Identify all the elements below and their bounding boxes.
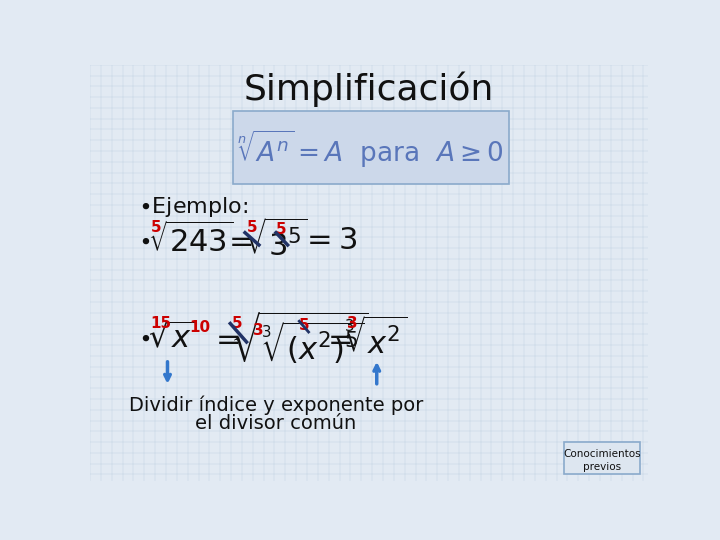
Text: Simplificación: Simplificación bbox=[244, 72, 494, 107]
Text: 15: 15 bbox=[150, 316, 171, 331]
Text: $\mathit{\sqrt[n]{A^n} = A}$  para  $\mathit{A \geq 0}$: $\mathit{\sqrt[n]{A^n} = A}$ para $\math… bbox=[237, 129, 504, 170]
Text: Dividir índice y exponente por: Dividir índice y exponente por bbox=[129, 395, 423, 415]
Text: 10: 10 bbox=[189, 320, 210, 335]
Text: 3: 3 bbox=[346, 316, 357, 331]
Text: 5: 5 bbox=[276, 222, 287, 237]
Text: $\bullet$: $\bullet$ bbox=[138, 231, 150, 251]
Text: $=$: $=$ bbox=[323, 323, 353, 353]
Text: $\sqrt[3]{x^2}$: $\sqrt[3]{x^2}$ bbox=[344, 317, 408, 360]
Text: previos: previos bbox=[583, 462, 621, 472]
Text: $=$: $=$ bbox=[223, 226, 253, 255]
Text: $\sqrt{243}$: $\sqrt{243}$ bbox=[148, 222, 233, 258]
Text: 5: 5 bbox=[246, 220, 257, 235]
Text: el divisor común: el divisor común bbox=[195, 414, 356, 433]
Text: $=$: $=$ bbox=[210, 323, 240, 353]
Text: $\bullet$Ejemplo:: $\bullet$Ejemplo: bbox=[138, 195, 248, 219]
Text: $= 3$: $= 3$ bbox=[301, 226, 357, 255]
Text: $\bullet$: $\bullet$ bbox=[138, 328, 150, 348]
Text: $\sqrt{x}$: $\sqrt{x}$ bbox=[148, 322, 195, 354]
Text: 5: 5 bbox=[150, 220, 161, 235]
Text: 5: 5 bbox=[300, 319, 310, 333]
Text: 3: 3 bbox=[253, 323, 264, 338]
Text: $\sqrt{\sqrt[3]{(x^2)^5}}$: $\sqrt{\sqrt[3]{(x^2)^5}}$ bbox=[230, 310, 368, 366]
FancyBboxPatch shape bbox=[564, 442, 640, 475]
Text: 5: 5 bbox=[232, 316, 243, 331]
FancyBboxPatch shape bbox=[233, 111, 508, 184]
Text: Conocimientos: Conocimientos bbox=[564, 449, 641, 460]
Text: $\sqrt{3^5}$: $\sqrt{3^5}$ bbox=[244, 219, 308, 262]
